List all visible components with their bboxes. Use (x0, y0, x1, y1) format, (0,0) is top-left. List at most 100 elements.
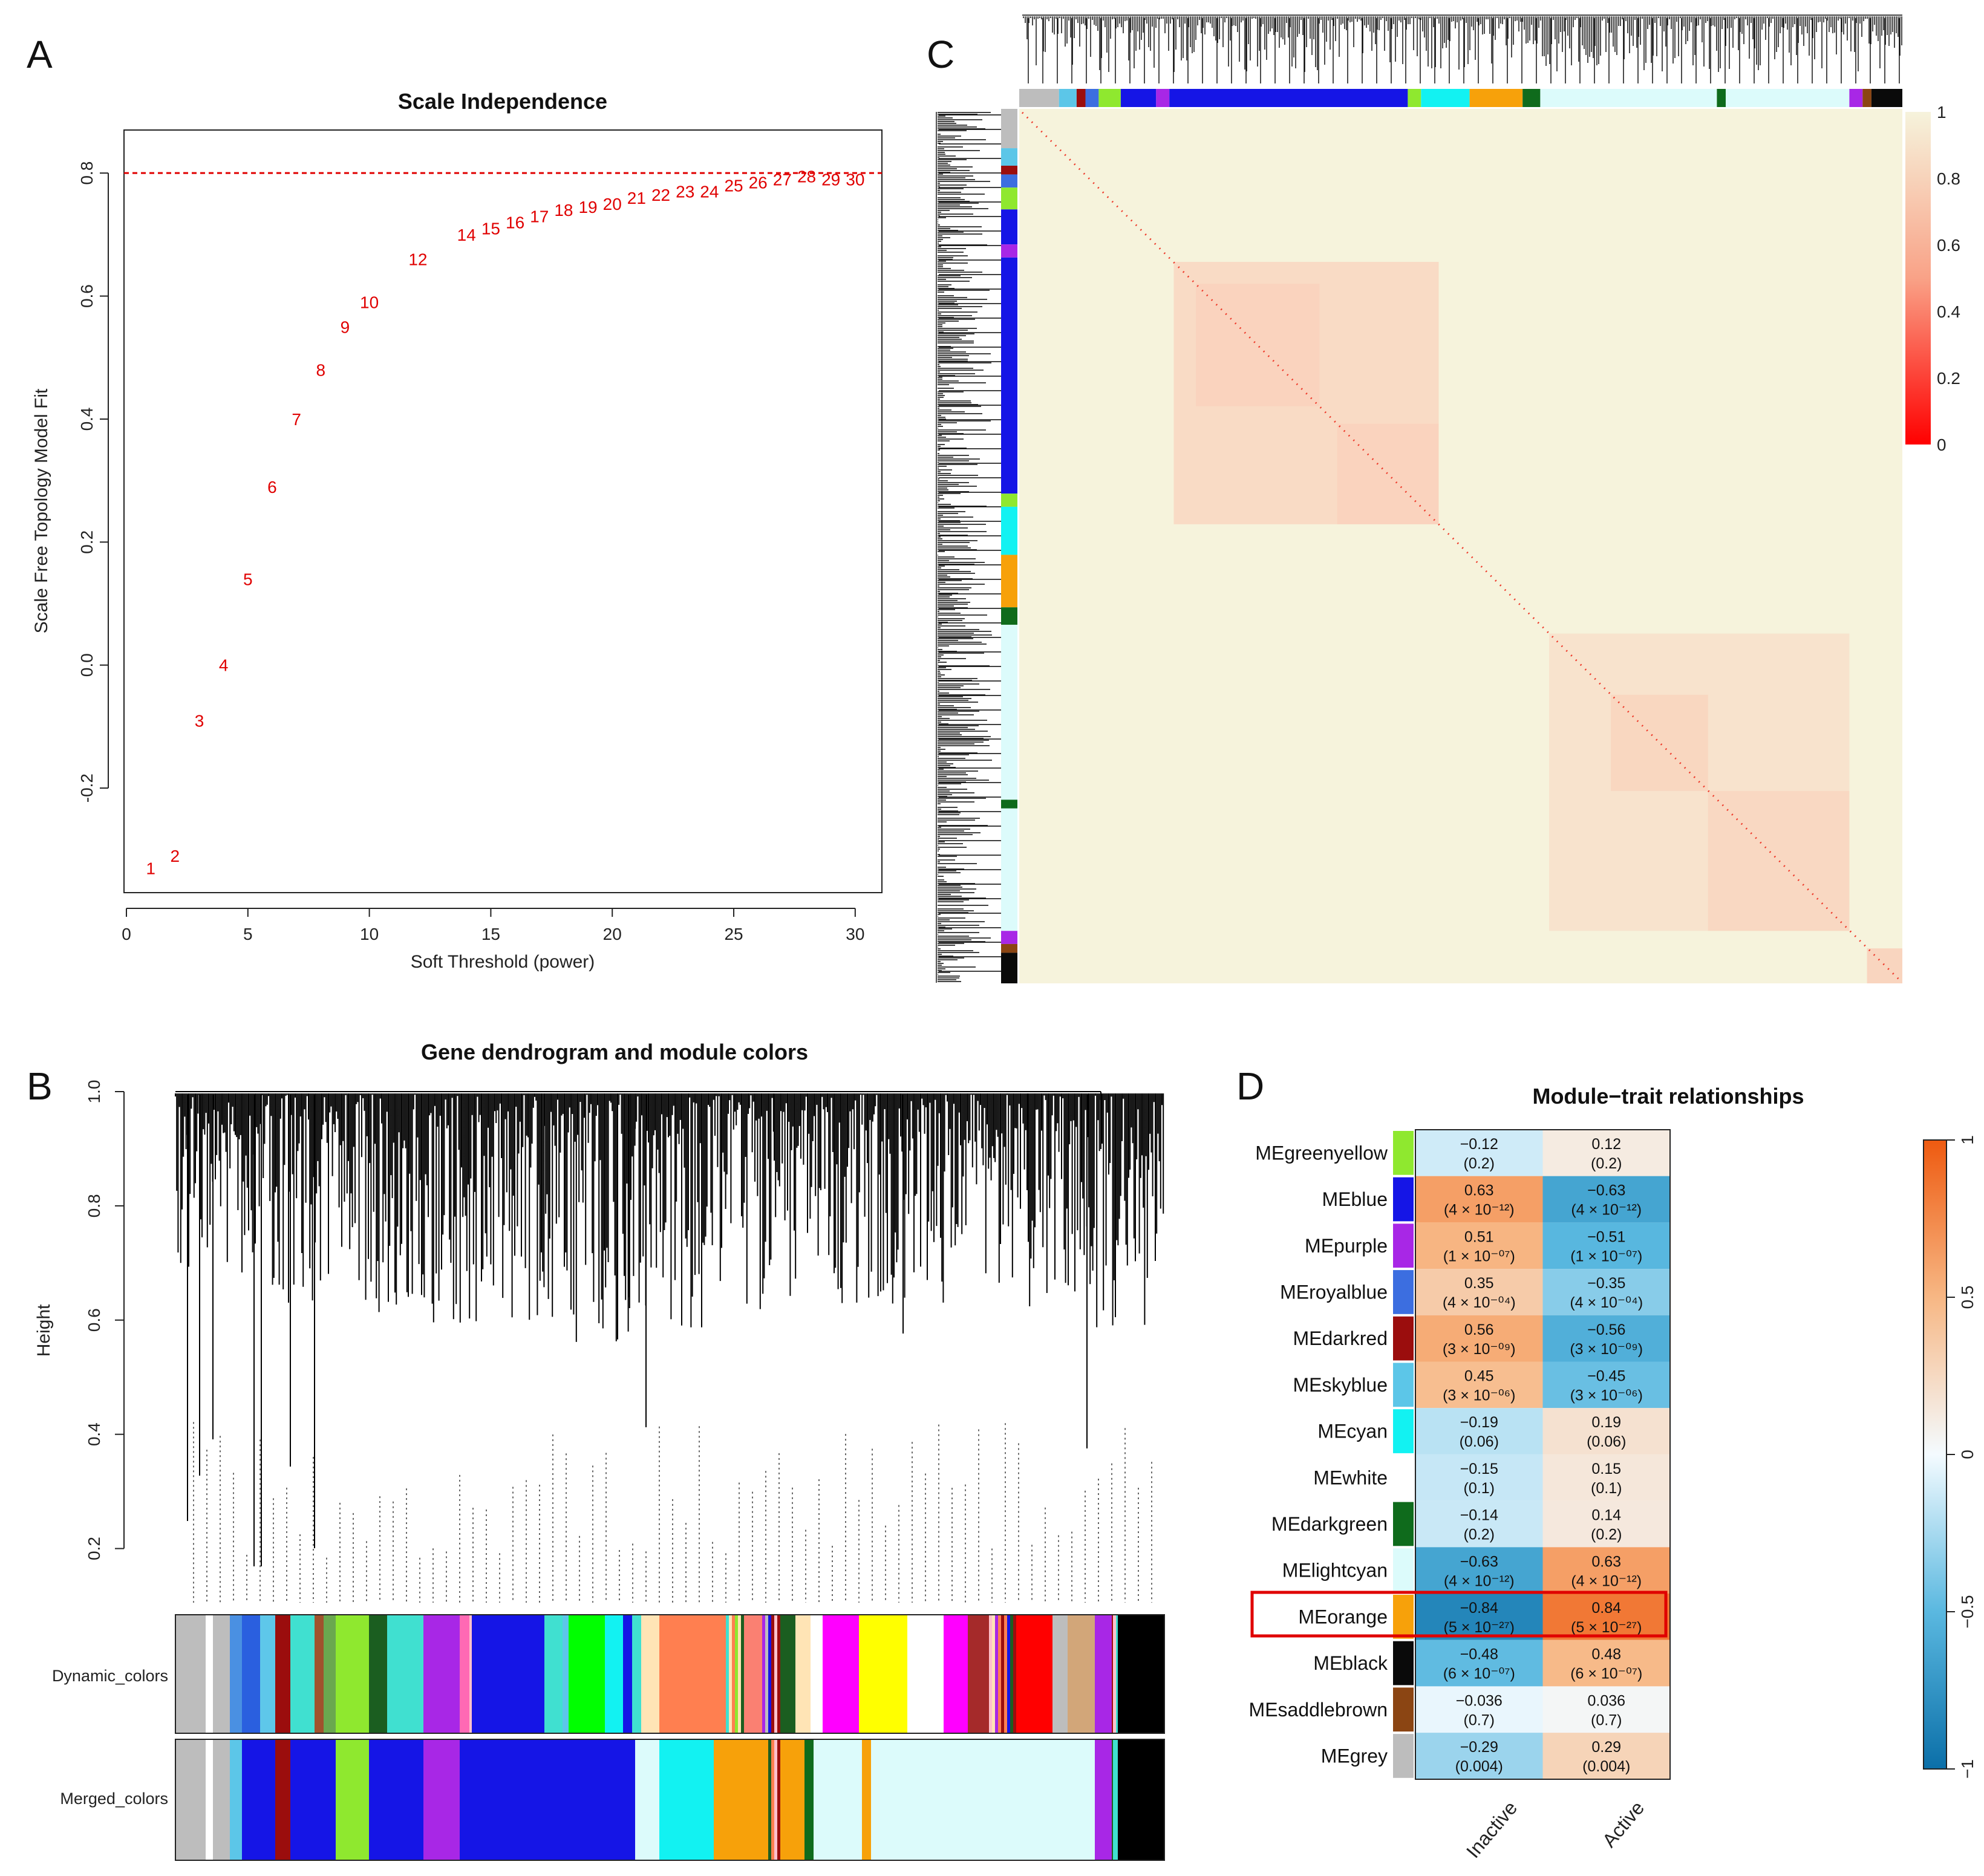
correlation-cell (1542, 1686, 1670, 1733)
panel-a-y-label: Scale Free Topology Model Fit (31, 388, 51, 633)
y-tick-label: 0.4 (77, 407, 96, 431)
y-tick-label: 1.0 (85, 1080, 103, 1104)
correlation-value: −0.036 (1456, 1692, 1503, 1709)
p-value: (3 × 10⁻⁰⁶) (1443, 1387, 1515, 1404)
power-point-label: 15 (481, 220, 500, 238)
module-name: MEsaddlebrown (1249, 1699, 1388, 1721)
correlation-value: −0.29 (1460, 1739, 1498, 1756)
module-row-MEwhite: MEwhite −0.15 (0.1) 0.15 (0.1) (1313, 1454, 1670, 1501)
top-dendrogram-branches (1022, 15, 1902, 83)
correlation-cell (1542, 1547, 1670, 1594)
x-tick-label: 20 (603, 925, 622, 943)
power-point-label: 18 (554, 201, 573, 220)
module-row-MEpurple: MEpurple 0.51 (1 × 10⁻⁰⁷) −0.51 (1 × 10⁻⁰⁷) (1305, 1222, 1670, 1269)
y-tick-label: 0.2 (85, 1537, 103, 1560)
left-module-segment (1001, 244, 1017, 258)
left-module-segment (1001, 808, 1017, 931)
colorbar-tick-label: −1 (1958, 1759, 1977, 1779)
tom-module-block (1611, 694, 1708, 791)
tom-module-block (1708, 790, 1850, 931)
module-color-swatch (1393, 1409, 1414, 1453)
top-module-segment (1522, 89, 1541, 107)
colorbar-tick-label: 0.6 (1937, 236, 1960, 255)
colorbar-tick-label: −0.5 (1958, 1595, 1977, 1628)
correlation-value: 0.63 (1591, 1553, 1621, 1570)
module-row-MEblack: MEblack −0.48 (6 × 10⁻⁰⁷) 0.48 (6 × 10⁻⁰⁷) (1313, 1640, 1670, 1687)
x-tick-label: 15 (481, 925, 500, 943)
trait-label-inactive: Inactive (1462, 1797, 1521, 1862)
panel-c-top-dendrogram (1022, 15, 1902, 83)
correlation-cell (1542, 1130, 1670, 1176)
left-module-segment (1001, 187, 1017, 210)
module-row-MEgrey: MEgrey −0.29 (0.004) 0.29 (0.004) (1321, 1733, 1670, 1779)
panel-b-color-rows (175, 1614, 1165, 1861)
y-tick-label: 0.8 (85, 1194, 103, 1217)
merged-colors-row (175, 1739, 1165, 1861)
tom-module-block (1867, 948, 1902, 983)
top-module-segment (1726, 89, 1850, 107)
panel-d-frame (1415, 1129, 1671, 1780)
panel-b-label: B (27, 1064, 53, 1108)
panel-a-x-axis: 0 5 10 15 20 25 30 (122, 908, 864, 943)
correlation-cell (1542, 1733, 1670, 1779)
module-color-swatch (1393, 1502, 1414, 1546)
p-value: (0.06) (1460, 1433, 1499, 1450)
left-module-segment (1001, 800, 1017, 809)
dendrogram-leader-lines (193, 1422, 1152, 1603)
module-row-MEdarkgreen: MEdarkgreen −0.14 (0.2) 0.14 (0.2) (1271, 1500, 1670, 1548)
correlation-cell (1542, 1176, 1670, 1223)
module-color-swatch (1393, 1270, 1414, 1314)
p-value: (4 × 10⁻⁰⁴) (1570, 1294, 1643, 1311)
orange-module-highlight (1250, 1591, 1668, 1638)
module-name: MEpurple (1305, 1235, 1388, 1257)
power-point-label: 17 (530, 207, 549, 226)
module-row-MEcyan: MEcyan −0.19 (0.06) 0.19 (0.06) (1317, 1408, 1670, 1454)
correlation-value: 0.29 (1591, 1739, 1621, 1756)
correlation-cell (1415, 1686, 1543, 1733)
y-tick-label: -0.2 (77, 774, 96, 803)
top-module-segment (1076, 89, 1086, 107)
p-value: (0.1) (1464, 1480, 1495, 1497)
dendrogram-branches (175, 1091, 1164, 1566)
y-tick-label: 0.2 (77, 530, 96, 554)
panel-c-label: C (927, 33, 954, 76)
correlation-cell (1542, 1361, 1670, 1409)
correlation-cell (1415, 1130, 1543, 1176)
correlation-cell (1415, 1594, 1543, 1640)
module-color-swatch (1393, 1177, 1414, 1222)
panel-a-label: A (27, 33, 53, 76)
module-row-MEsaddlebrown: MEsaddlebrown −0.036 (0.7) 0.036 (0.7) (1249, 1686, 1670, 1733)
panel-b-y-axis: 0.2 0.4 0.6 0.8 1.0 (85, 1080, 125, 1560)
p-value: (0.1) (1591, 1480, 1622, 1497)
top-module-segment (1862, 89, 1871, 107)
p-value: (3 × 10⁻⁰⁹) (1570, 1341, 1643, 1358)
correlation-cell (1542, 1640, 1670, 1687)
module-name: MElightcyan (1282, 1560, 1388, 1581)
colorbar-tick-label: 1 (1958, 1135, 1977, 1145)
p-value: (3 × 10⁻⁰⁹) (1443, 1341, 1516, 1358)
correlation-value: 0.56 (1464, 1321, 1494, 1338)
module-color-swatch (1393, 1734, 1414, 1778)
colorbar-tick-label: 0 (1937, 435, 1946, 454)
module-name: MEgrey (1321, 1745, 1388, 1767)
correlation-value: −0.45 (1587, 1368, 1625, 1385)
power-point-label: 21 (627, 189, 646, 207)
correlation-cell (1415, 1222, 1543, 1269)
panel-d-colorbar (1923, 1139, 1947, 1770)
x-tick-label: 5 (243, 925, 253, 943)
module-name: MEdarkred (1293, 1327, 1388, 1349)
left-module-segment (1001, 174, 1017, 188)
left-module-segment (1001, 506, 1017, 555)
left-module-segment (1001, 953, 1017, 983)
colorbar-tick-label: 0.5 (1958, 1286, 1977, 1309)
colorbar-tick-label: 0.8 (1937, 169, 1960, 188)
correlation-cell (1542, 1594, 1670, 1640)
module-name: MEwhite (1313, 1467, 1388, 1488)
module-row-MEskyblue: MEskyblue 0.45 (3 × 10⁻⁰⁶) −0.45 (3 × 10⁻⁰⁶) (1293, 1361, 1670, 1409)
module-name: MEcyan (1317, 1421, 1388, 1442)
correlation-cell (1415, 1733, 1543, 1779)
module-row-MElightcyan: MElightcyan −0.63 (4 × 10⁻¹²) 0.63 (4 × 10⁻¹… (1282, 1547, 1670, 1594)
power-point-label: 2 (171, 847, 180, 865)
panel-d-title: Module−trait relationships (1532, 1084, 1804, 1109)
